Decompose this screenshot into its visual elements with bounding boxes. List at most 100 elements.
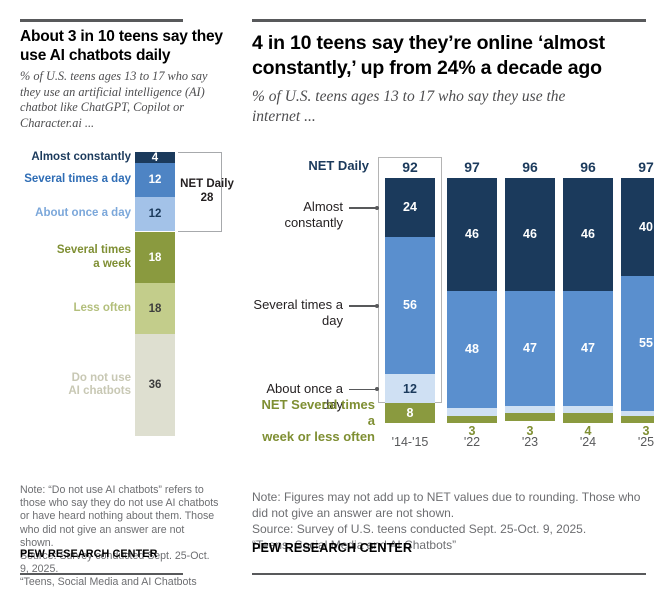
right-stacked-bar: 46 47 — [563, 178, 613, 423]
right-bar-segment — [621, 410, 654, 416]
right-segment-value: 24 — [403, 200, 417, 215]
net-daily-value: 92 — [402, 159, 418, 175]
left-stacked-bar: 4 12 12 18 18 36 — [135, 152, 175, 436]
right-bar-segment: 46 — [447, 178, 497, 291]
right-bar-segment: 55 — [621, 276, 654, 411]
left-brand: PEW RESEARCH CENTER — [20, 548, 158, 560]
left-bar-segment: 36 — [135, 334, 175, 436]
left-bar-segment: 18 — [135, 283, 175, 334]
right-bar-segment: 8 — [385, 403, 435, 423]
leader-line — [349, 388, 377, 390]
net-daily-annotation: NET Daily 28 — [178, 178, 236, 205]
right-bar-segment — [505, 413, 555, 421]
leader-line — [349, 305, 377, 307]
net-weekly-value: 3 — [642, 424, 650, 438]
right-bar-segment — [563, 413, 613, 423]
right-stacked-bar: 46 48 — [447, 178, 497, 423]
left-chart: 4 12 12 18 18 36 Almost constantly Several tim… — [8, 0, 234, 436]
left-bar-segment: 12 — [135, 163, 175, 197]
left-chart-subtitle: % of U.S. teens ages 13 to 17 who say th… — [20, 69, 208, 130]
right-segment-value: 40 — [639, 220, 653, 234]
x-axis-tick-label: '25 — [637, 435, 654, 449]
left-segment-value: 18 — [148, 302, 162, 315]
net-daily-value: 97 — [464, 159, 480, 175]
right-bar-segment: 48 — [447, 290, 497, 409]
right-segment-value: 47 — [523, 341, 537, 356]
right-stacked-bar: 40 55 — [621, 178, 654, 423]
net-daily-row-label: NET Daily — [308, 158, 369, 173]
right-category-label: Several times a day — [253, 297, 343, 329]
leader-dot — [375, 205, 379, 210]
left-segment-value: 18 — [148, 251, 162, 264]
right-note: Note: Figures may not add up to NET valu… — [252, 490, 641, 552]
left-panel: About 3 in 10 teens say they use AI chat… — [8, 0, 234, 591]
left-category-label: Almost constantly — [31, 150, 131, 163]
right-segment-value: 46 — [465, 227, 479, 242]
right-bar-segment — [447, 415, 497, 423]
left-category-label: Several times a week — [56, 244, 131, 270]
right-segment-value: 8 — [406, 406, 414, 421]
net-daily-bracket — [178, 152, 222, 232]
right-bar-segment: 56 — [385, 236, 435, 374]
left-category-label: Do not use AI chatbots — [68, 371, 131, 398]
right-bar-segment — [621, 415, 654, 423]
left-segment-value: 12 — [148, 208, 162, 220]
right-bar-segment: 24 — [385, 178, 435, 237]
right-segment-value: 56 — [403, 298, 417, 313]
net-daily-value: 28 — [200, 191, 214, 204]
right-stacked-bar: 46 47 — [505, 178, 555, 423]
net-weekly-value: 4 — [584, 424, 592, 438]
left-top-rule — [20, 19, 183, 22]
left-note: Note: “Do not use AI chatbots” refers to… — [20, 484, 219, 591]
left-bottom-rule — [20, 573, 183, 575]
right-chart-subtitle: % of U.S. teens ages 13 to 17 who say th… — [252, 88, 566, 125]
x-axis-tick-label: '14-'15 — [391, 435, 429, 449]
right-bar-segment: 12 — [385, 374, 435, 404]
left-category-label: Less often — [73, 301, 131, 314]
right-top-rule — [252, 19, 646, 22]
x-axis-tick-label: '23 — [521, 435, 539, 449]
left-category-label: Several times a day — [24, 173, 131, 186]
right-segment-value: 46 — [523, 227, 537, 242]
left-segment-value: 4 — [151, 151, 159, 164]
leader-line — [349, 207, 377, 209]
net-weekly-value: 3 — [468, 424, 476, 438]
x-axis-tick-label: '24 — [579, 435, 597, 449]
left-bar-segment: 12 — [135, 197, 175, 231]
right-chart-title: 4 in 10 teens say they’re online ‘almost… — [252, 32, 605, 79]
net-weekly-row-label-line1: NET Several times a — [261, 397, 375, 429]
leader-dot — [375, 387, 379, 392]
right-segment-value: 12 — [403, 381, 417, 396]
net-daily-label: NET Daily — [180, 178, 234, 190]
net-weekly-row-label-line2: week or less often — [262, 429, 375, 445]
right-category-label: Almost constantly — [284, 199, 343, 231]
net-daily-value: 96 — [522, 159, 538, 175]
right-brand: PEW RESEARCH CENTER — [252, 541, 413, 555]
net-daily-value: 97 — [638, 159, 654, 175]
left-bar-segment: 4 — [135, 151, 175, 164]
left-bar-segment: 18 — [135, 232, 175, 283]
right-stacked-bar: 24 56 12 8 — [385, 178, 435, 423]
right-bar-segment: 46 — [505, 178, 555, 291]
right-panel: 4 in 10 teens say they’re online ‘almost… — [252, 0, 654, 591]
right-chart: 24 56 12 8 46 48 46 47 46 47 40 55 92 97 96 96 97 NET D… — [252, 0, 654, 450]
right-category-label: About once a day — [266, 380, 343, 412]
right-bar-segment — [447, 408, 497, 416]
right-segment-value: 46 — [581, 227, 595, 242]
left-category-label: About once a day — [35, 207, 131, 220]
right-bottom-rule — [252, 573, 646, 575]
right-bar-segment: 47 — [563, 290, 613, 406]
left-chart-title: About 3 in 10 teens say they use AI chat… — [20, 28, 223, 64]
right-segment-value: 55 — [639, 336, 653, 351]
right-bar-segment — [563, 405, 613, 414]
leader-dot — [375, 303, 379, 308]
left-segment-value: 12 — [148, 174, 162, 186]
net-daily-value: 96 — [580, 159, 596, 175]
x-axis-tick-label: '22 — [463, 435, 481, 449]
right-bar-segment: 47 — [505, 290, 555, 406]
right-bar-segment: 46 — [563, 178, 613, 291]
net-weekly-value: 3 — [526, 424, 534, 438]
right-bar-segment — [505, 405, 555, 414]
right-segment-value: 47 — [581, 341, 595, 356]
